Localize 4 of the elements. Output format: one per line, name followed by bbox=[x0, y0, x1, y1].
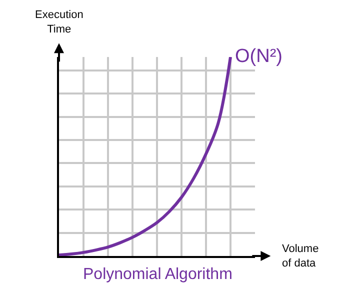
x-axis-title: Volume of data bbox=[282, 243, 319, 270]
text: Polynomial Algorithm bbox=[83, 266, 232, 283]
y-axis-title: Execution Time bbox=[35, 9, 84, 36]
series-label: O(N²) bbox=[235, 46, 282, 67]
